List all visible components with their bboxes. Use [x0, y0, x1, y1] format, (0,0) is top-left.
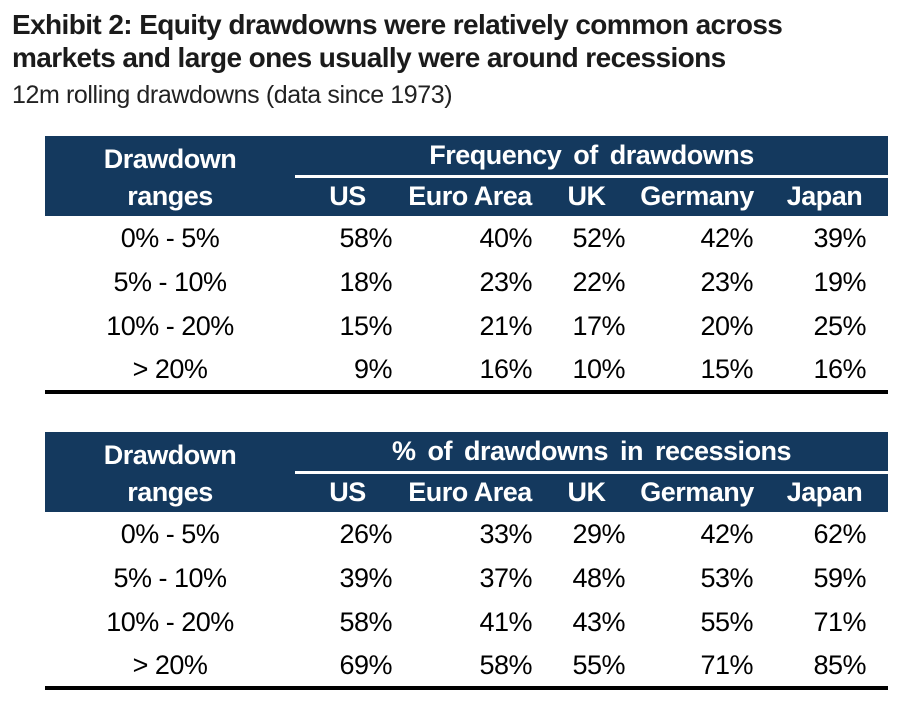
column-header-japan: Japan [761, 472, 889, 512]
value-cell-uk: 52% [572, 222, 625, 253]
row-header-line1: Drawdown [45, 432, 295, 472]
drawdown-range-cell: 0% - 5% [120, 518, 220, 549]
table-row: 10% - 20% 15% 21% 17% 20% 25% [45, 304, 888, 348]
span-header-cell: % of drawdowns in recessions [295, 432, 889, 474]
value-cell-uk: 17% [572, 310, 625, 341]
value-cell-us: 15% [339, 310, 392, 341]
value-cell-japan: 62% [813, 518, 867, 549]
value-cell-germany: 15% [700, 353, 753, 384]
row-header-line2: ranges [45, 472, 295, 512]
drawdown-range-cell: 5% - 10% [113, 562, 227, 593]
value-cell-germany: 71% [700, 649, 753, 680]
value-cell-euro-area: 21% [479, 310, 532, 341]
drawdown-range-cell: > 20% [132, 353, 208, 384]
value-cell-germany: 42% [700, 518, 753, 549]
value-cell-uk: 22% [572, 266, 625, 297]
header-row-columns: ranges US Euro Area UK Germany Japan [45, 472, 889, 512]
value-cell-uk: 43% [572, 606, 625, 637]
table-body: 0% - 5% 26% 33% 29% 42% 62% 5% - 10% 39% 37% 48% 5… [45, 512, 888, 688]
value-cell-us: 18% [339, 266, 392, 297]
frequency-of-drawdowns-table: Drawdown Frequency of drawdowns ranges US Eu… [45, 136, 889, 394]
value-cell-japan: 16% [813, 353, 867, 384]
drawdown-range-cell: > 20% [132, 649, 208, 680]
drawdown-range-cell: 10% - 20% [106, 310, 234, 341]
value-cell-euro-area: 58% [479, 649, 532, 680]
column-header-us: US [295, 176, 400, 216]
percent-of-drawdowns-in-recessions-table: Drawdown% of drawdowns in recessions rang… [45, 432, 889, 690]
value-cell-us: 58% [339, 222, 392, 253]
table-body: 0% - 5% 58% 40% 52% 42% 39% 5% - 10% 18% 23% 22% 2… [45, 216, 888, 392]
table-row: > 20% 69% 58% 55% 71% 85% [45, 644, 888, 688]
value-cell-japan: 39% [813, 222, 867, 253]
column-header-germany: Germany [633, 472, 761, 512]
drawdown-range-cell: 0% - 5% [120, 222, 220, 253]
span-header-cell: Frequency of drawdowns [295, 136, 889, 178]
column-header-euro-area: Euro Area [400, 176, 540, 216]
table-row: 0% - 5% 26% 33% 29% 42% 62% [45, 512, 888, 556]
column-header-japan: Japan [761, 176, 889, 216]
tables-container: Drawdown Frequency of drawdowns ranges US Eu… [0, 136, 919, 690]
value-cell-euro-area: 40% [479, 222, 532, 253]
value-cell-germany: 53% [700, 562, 753, 593]
value-cell-us: 26% [339, 518, 392, 549]
table-header: Drawdown Frequency of drawdowns ranges US Eu… [45, 136, 889, 216]
column-header-us: US [295, 472, 400, 512]
value-cell-euro-area: 37% [479, 562, 532, 593]
value-cell-euro-area: 33% [479, 518, 532, 549]
table-row: > 20% 9% 16% 10% 15% 16% [45, 348, 888, 392]
exhibit-header: Exhibit 2: Equity drawdowns were relativ… [0, 0, 919, 109]
value-cell-japan: 85% [813, 649, 867, 680]
exhibit-title-line2: markets and large ones usually were arou… [12, 42, 726, 73]
column-header-uk: UK [540, 472, 633, 512]
value-cell-germany: 55% [700, 606, 753, 637]
value-cell-japan: 59% [813, 562, 867, 593]
column-header-euro-area: Euro Area [400, 472, 540, 512]
value-cell-uk: 55% [572, 649, 625, 680]
exhibit-subtitle: 12m rolling drawdowns (data since 1973) [12, 81, 453, 109]
drawdown-range-cell: 5% - 10% [113, 266, 227, 297]
table-row: 5% - 10% 39% 37% 48% 53% 59% [45, 556, 888, 600]
value-cell-japan: 19% [813, 266, 867, 297]
table-row: 5% - 10% 18% 23% 22% 23% 19% [45, 260, 888, 304]
header-row-top: Drawdown% of drawdowns in recessions [45, 432, 889, 474]
column-header-uk: UK [540, 176, 633, 216]
row-header-line1: Drawdown [45, 136, 295, 176]
value-cell-uk: 10% [572, 353, 625, 384]
column-header-germany: Germany [633, 176, 761, 216]
row-header-line2: ranges [45, 176, 295, 216]
table-row: 10% - 20% 58% 41% 43% 55% 71% [45, 600, 888, 644]
table-row: 0% - 5% 58% 40% 52% 42% 39% [45, 216, 888, 260]
header-row-columns: ranges US Euro Area UK Germany Japan [45, 176, 889, 216]
header-row-top: Drawdown Frequency of drawdowns [45, 136, 889, 178]
drawdown-range-cell: 10% - 20% [106, 606, 234, 637]
value-cell-germany: 23% [700, 266, 753, 297]
table-header: Drawdown% of drawdowns in recessions rang… [45, 432, 889, 512]
value-cell-germany: 20% [700, 310, 753, 341]
value-cell-us: 9% [353, 353, 393, 384]
exhibit-title-line1: Exhibit 2: Equity drawdowns were relativ… [12, 9, 783, 40]
value-cell-japan: 71% [813, 606, 867, 637]
value-cell-euro-area: 16% [479, 353, 532, 384]
value-cell-us: 39% [339, 562, 392, 593]
value-cell-uk: 29% [572, 518, 625, 549]
value-cell-germany: 42% [700, 222, 753, 253]
value-cell-us: 69% [339, 649, 392, 680]
value-cell-japan: 25% [813, 310, 867, 341]
value-cell-euro-area: 41% [479, 606, 532, 637]
value-cell-euro-area: 23% [479, 266, 532, 297]
value-cell-us: 58% [339, 606, 392, 637]
value-cell-uk: 48% [572, 562, 625, 593]
